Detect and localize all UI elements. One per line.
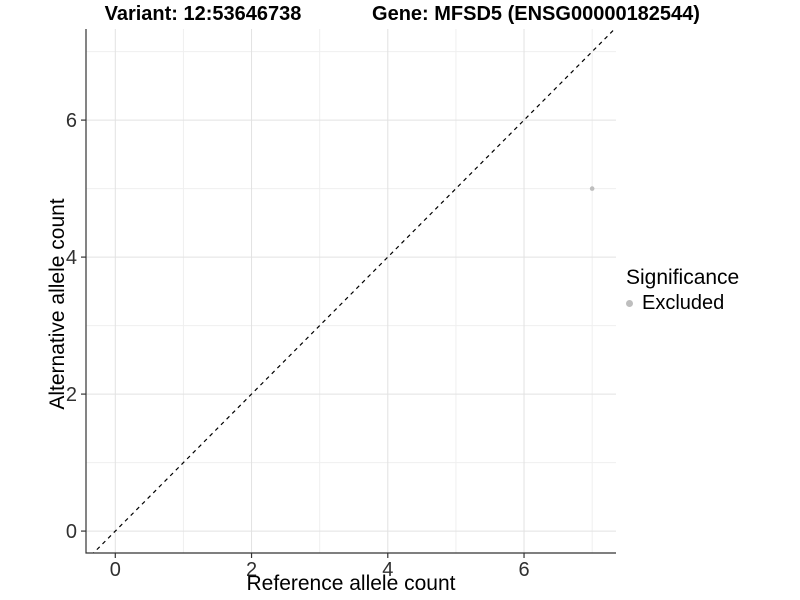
identity-line (92, 29, 616, 553)
legend: Significance Excluded (626, 266, 739, 315)
y-tick-label: 0 (66, 521, 77, 543)
y-tick-label: 6 (66, 110, 77, 132)
plot-title-gene: Gene: MFSD5 (ENSG00000182544) (372, 3, 700, 25)
y-tick-label: 4 (66, 247, 77, 269)
y-tick-label: 2 (66, 384, 77, 406)
legend-item-label: Excluded (642, 292, 725, 314)
legend-title: Significance (626, 266, 740, 289)
x-tick-label: 6 (518, 559, 529, 581)
plot-title-variant: Variant: 12:53646738 (104, 3, 302, 25)
x-tick-label: 4 (382, 559, 393, 581)
legend-key-dot-icon (626, 300, 633, 307)
data-point (589, 186, 595, 191)
x-tick-label: 2 (246, 559, 257, 581)
x-axis-title: Reference allele count (246, 572, 456, 595)
legend-item: Excluded (626, 292, 739, 315)
x-tick-label: 0 (110, 559, 121, 581)
y-axis-title: Alternative allele count (46, 198, 69, 410)
